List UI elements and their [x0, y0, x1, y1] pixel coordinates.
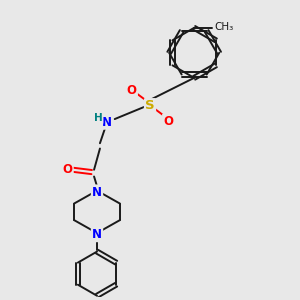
Text: O: O	[63, 163, 73, 176]
Text: N: N	[102, 116, 112, 129]
Text: H: H	[94, 113, 103, 123]
Text: O: O	[127, 84, 137, 97]
Text: O: O	[163, 115, 173, 128]
Text: N: N	[92, 186, 102, 199]
Text: S: S	[145, 99, 155, 112]
Text: CH₃: CH₃	[215, 22, 234, 32]
Text: N: N	[92, 228, 102, 241]
